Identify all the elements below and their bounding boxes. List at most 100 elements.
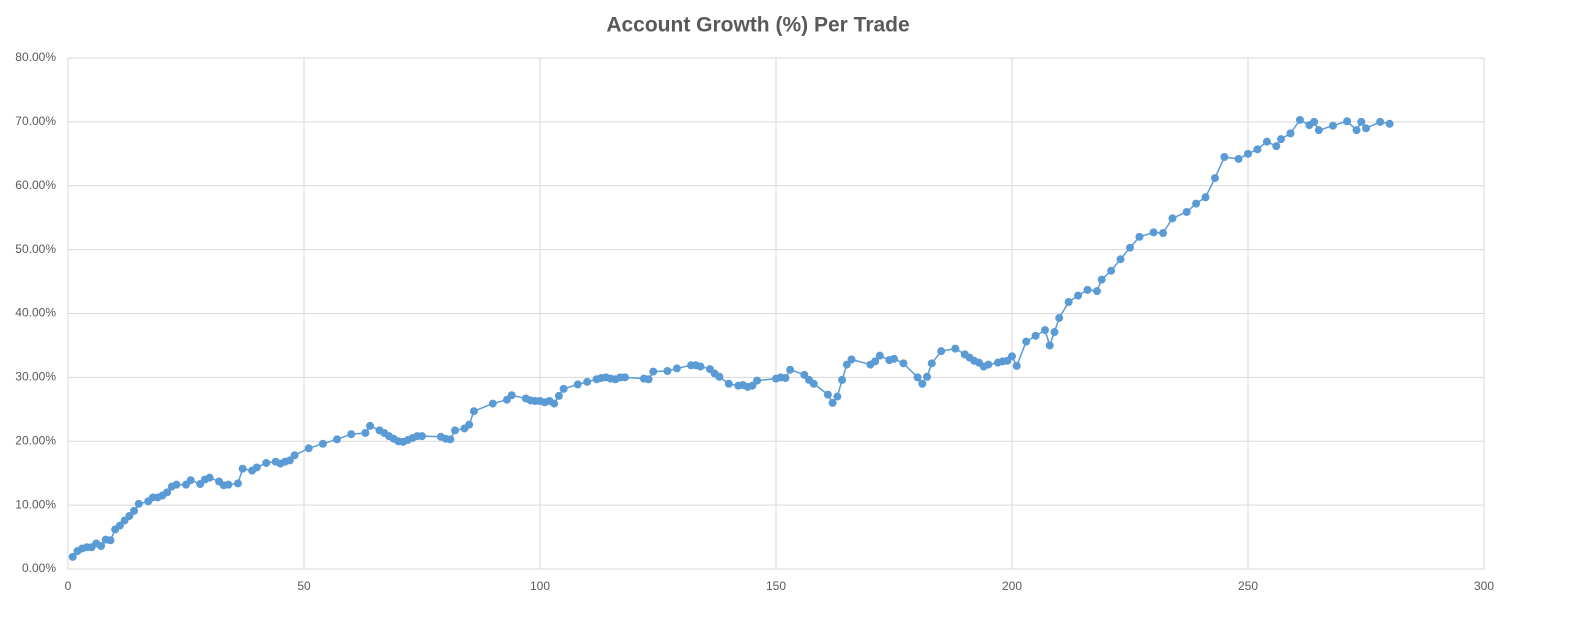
data-point <box>366 421 375 430</box>
data-point <box>554 391 563 400</box>
data-point <box>252 463 261 472</box>
data-point <box>1182 207 1191 216</box>
data-point <box>1286 129 1295 138</box>
data-point <box>262 458 271 467</box>
data-point <box>446 435 455 444</box>
data-point <box>1045 341 1054 350</box>
data-point <box>649 367 658 376</box>
data-point <box>899 359 908 368</box>
data-point <box>130 506 139 515</box>
data-point <box>97 542 106 551</box>
data-point <box>620 373 629 382</box>
data-point <box>1295 115 1304 124</box>
data-point <box>333 435 342 444</box>
data-point <box>838 375 847 384</box>
data-point <box>205 473 214 482</box>
data-point <box>418 432 426 441</box>
data-point <box>753 376 762 385</box>
data-line <box>72 118 1390 558</box>
y-tick-label: 0.00% <box>22 561 56 575</box>
data-point <box>923 372 932 381</box>
data-point <box>828 398 837 407</box>
data-point <box>1314 126 1323 135</box>
data-point <box>951 344 960 353</box>
data-point <box>1012 361 1021 370</box>
data-point <box>559 384 568 393</box>
data-point <box>1272 142 1281 151</box>
data-point <box>1201 193 1210 202</box>
data-point <box>125 511 134 520</box>
data-point <box>1192 199 1201 208</box>
data-point <box>918 379 927 388</box>
data-point <box>1055 313 1064 322</box>
data-point <box>285 456 294 465</box>
data-point <box>1116 255 1125 264</box>
data-point <box>823 390 832 399</box>
data-point <box>1328 121 1337 130</box>
data-point <box>318 439 327 448</box>
data-point <box>347 430 356 439</box>
data-point <box>890 354 898 363</box>
data-point <box>1343 117 1352 126</box>
data-point <box>1022 337 1031 346</box>
data-point <box>304 444 313 453</box>
data-point <box>842 360 851 369</box>
chart-title: Account Growth (%) Per Trade <box>606 14 909 37</box>
y-tick-label: 20.00% <box>15 433 56 447</box>
x-tick-label: 0 <box>65 579 72 593</box>
data-point <box>451 426 460 435</box>
data-point <box>871 357 880 366</box>
data-point <box>1074 291 1083 300</box>
data-point <box>781 374 790 383</box>
data-point <box>833 392 842 401</box>
data-point <box>1159 229 1168 238</box>
data-point <box>507 391 516 400</box>
data-point <box>1135 232 1144 241</box>
data-point <box>1092 287 1101 296</box>
data-point <box>927 359 936 368</box>
data-point <box>800 370 809 379</box>
data-point <box>1234 154 1243 163</box>
data-point <box>1277 135 1286 144</box>
data-point <box>361 428 370 437</box>
data-point <box>1097 275 1106 284</box>
y-tick-label: 40.00% <box>15 306 56 320</box>
data-point <box>724 379 733 388</box>
data-point <box>465 420 474 429</box>
data-point <box>913 373 922 382</box>
x-tick-label: 150 <box>766 579 786 593</box>
data-point <box>1385 119 1394 128</box>
data-point <box>644 375 653 384</box>
data-point <box>1262 137 1271 146</box>
data-point <box>1310 117 1319 126</box>
data-point <box>748 381 757 390</box>
data-point <box>1253 145 1262 154</box>
data-point <box>696 362 705 371</box>
y-tick-label: 60.00% <box>15 178 56 192</box>
data-point <box>172 480 181 489</box>
data-point <box>106 536 115 545</box>
data-point <box>847 355 856 364</box>
y-tick-label: 80.00% <box>15 50 56 64</box>
data-point <box>715 372 724 381</box>
data-point <box>672 364 681 373</box>
x-tick-label: 250 <box>1238 579 1258 593</box>
data-point <box>224 480 233 489</box>
data-point <box>583 377 592 386</box>
data-point <box>290 451 299 460</box>
data-point <box>1126 243 1134 252</box>
data-point <box>134 499 143 508</box>
data-point <box>1352 126 1361 135</box>
data-point <box>115 521 124 530</box>
data-point <box>1210 174 1219 183</box>
data-point <box>1168 214 1177 223</box>
x-tick-label: 100 <box>530 579 550 593</box>
data-point <box>68 552 77 561</box>
data-point <box>1220 153 1229 162</box>
data-point <box>1149 228 1158 237</box>
data-point <box>984 360 993 369</box>
data-point <box>469 407 478 416</box>
data-point <box>186 476 195 485</box>
data-point <box>937 347 946 356</box>
